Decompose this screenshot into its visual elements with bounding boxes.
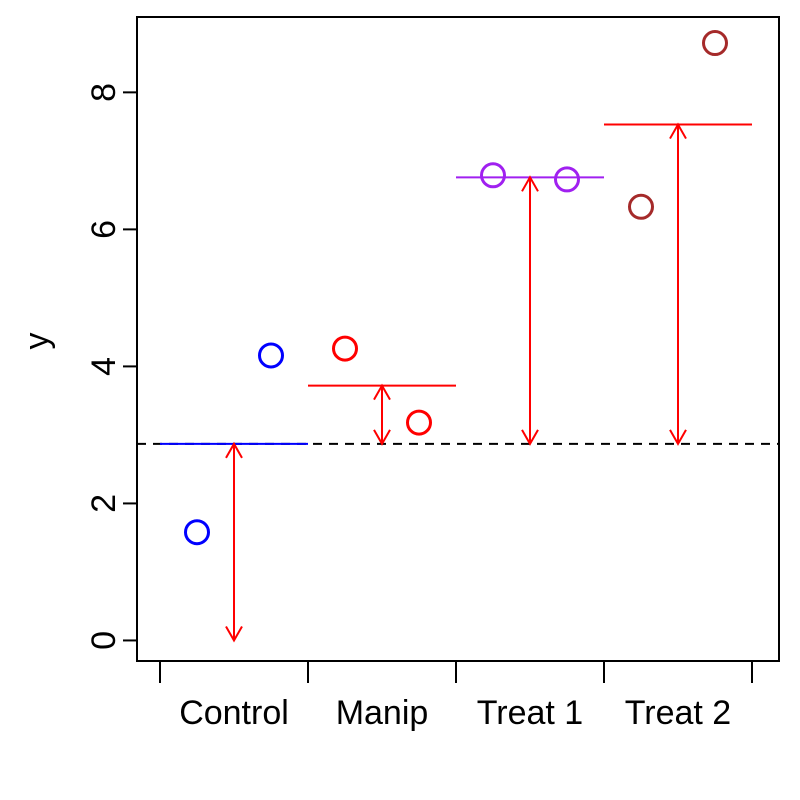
y-tick-label: 4: [85, 357, 123, 376]
y-tick-label: 6: [85, 220, 123, 239]
chart-marks: [137, 30, 779, 643]
arrow-head: [373, 429, 391, 446]
arrow-head: [225, 625, 243, 643]
data-point: [480, 162, 506, 189]
arrow-head: [669, 429, 687, 446]
y-tick-label: 0: [85, 631, 123, 650]
x-tick-label: Manip: [336, 694, 429, 732]
data-point: [332, 335, 358, 362]
plot-frame: [136, 16, 780, 662]
data-point: [628, 193, 654, 220]
arrow-head: [225, 441, 243, 459]
data-point: [702, 30, 728, 57]
y-axis-title: y: [18, 333, 56, 350]
y-tick-label: 8: [85, 83, 123, 102]
data-point: [258, 342, 284, 369]
y-axis: 0 2 4 6 8: [85, 83, 137, 650]
arrow-head: [521, 429, 539, 446]
arrow-head: [521, 175, 539, 192]
y-tick-label: 2: [85, 494, 123, 513]
x-axis: Control Manip Treat 1 Treat 2: [159, 661, 753, 732]
arrow-head: [669, 122, 687, 140]
data-point: [406, 409, 432, 436]
data-point: [184, 519, 210, 546]
arrow-head: [373, 383, 391, 401]
x-tick-label: Treat 2: [625, 694, 731, 732]
data-point: [554, 166, 580, 193]
x-tick-label: Treat 1: [477, 694, 583, 732]
x-tick-label: Control: [179, 694, 289, 732]
